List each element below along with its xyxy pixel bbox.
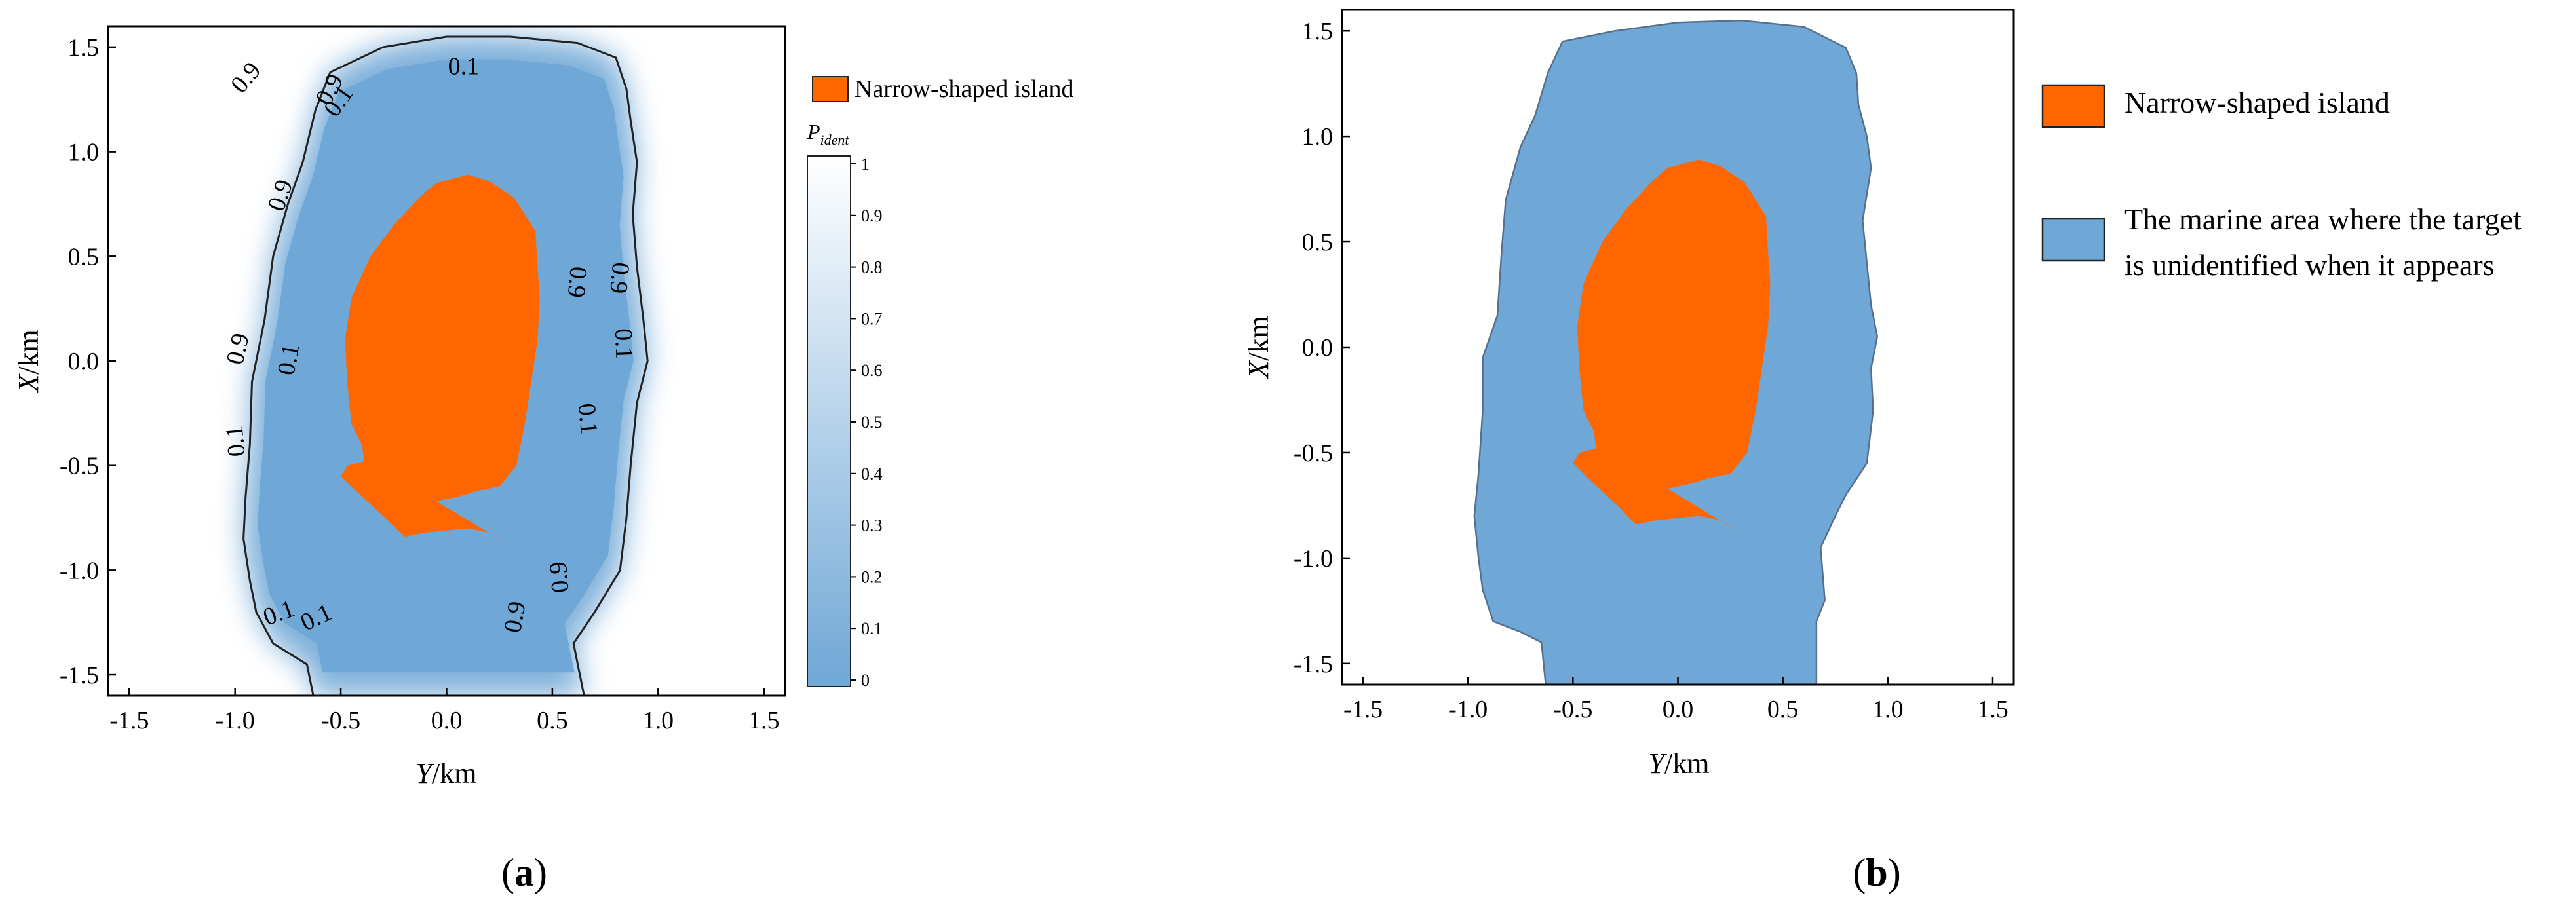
colorbar-tick-label: 0.9 (861, 206, 883, 225)
x-axis-ticks: -1.5 -1.0 -0.5 0.0 0.5 1.0 1.5 (109, 688, 779, 734)
x-tick-label: 1.5 (1977, 696, 2009, 723)
y-tick-label: 1.0 (68, 139, 100, 166)
panel-caption-b: (b) (1853, 851, 1900, 894)
legend-label-marine-line2: is unidentified when it appears (2124, 248, 2495, 282)
x-tick-label: -0.5 (1553, 696, 1592, 723)
panel-b: -1.5 -1.0 -0.5 0.0 0.5 1.0 1.5 1.5 1.0 0.5 0.0 -0.… (1242, 9, 2522, 894)
panel-caption-a: (a) (501, 851, 547, 894)
x-axis-ticks: -1.5 -1.0 -0.5 0.0 0.5 1.0 1.5 (1343, 677, 2009, 723)
contour-label: 0.1 (273, 342, 305, 377)
x-tick-label: -1.0 (1448, 696, 1488, 723)
panel-a: 0.90.10.10.90.9 0.10.10.90.90.10.10.90.90… (12, 25, 1074, 894)
y-axis-ticks: 1.5 1.0 0.5 0.0 -0.5 -1.0 -1.5 (1294, 18, 1350, 678)
x-tick-label: -1.5 (1343, 696, 1383, 723)
y-tick-label: -1.0 (1294, 545, 1333, 573)
colorbar-tick-label: 0 (861, 671, 870, 690)
x-tick-label: 0.0 (431, 707, 463, 734)
colorbar-tick-label: 0.6 (861, 361, 883, 380)
y-tick-label: -0.5 (1294, 440, 1333, 467)
y-tick-label: 1.5 (68, 34, 100, 62)
contour-label: 0.9 (604, 261, 634, 295)
y-tick-label: -1.5 (1294, 651, 1333, 678)
legend-swatch-island (2041, 84, 2105, 128)
y-axis-label: X/km (12, 330, 45, 393)
island-area (341, 174, 540, 550)
legend-swatch-island (812, 76, 849, 102)
y-tick-label: 0.5 (1302, 229, 1334, 256)
legend-label-marine-line1: The marine area where the target (2124, 202, 2522, 236)
y-tick-label: -1.0 (60, 557, 99, 584)
colorbar-tick-label: 0.7 (861, 309, 883, 328)
colorbar-tick-label: 1 (861, 155, 870, 174)
legend-label-island: Narrow-shaped island (2124, 86, 2390, 119)
y-tick-label: 0.5 (68, 243, 100, 271)
x-tick-label: 1.5 (748, 707, 780, 734)
colorbar-tick-label: 0.3 (861, 516, 883, 535)
contour-label: 0.1 (221, 425, 251, 458)
legend-label-island: Narrow-shaped island (855, 75, 1074, 103)
panel-a-plot (108, 26, 785, 696)
y-tick-label: -1.5 (60, 662, 99, 689)
x-tick-label: -0.5 (321, 707, 360, 734)
panel-b-plot (1342, 10, 2014, 685)
colorbar (807, 155, 851, 687)
contour-label: 0.9 (499, 599, 531, 635)
x-tick-label: 1.0 (643, 707, 674, 734)
island-area (1573, 159, 1771, 537)
x-tick-label: -1.5 (109, 707, 149, 734)
y-tick-label: 1.0 (1302, 123, 1334, 151)
contour-label: 0.1 (609, 328, 638, 360)
x-axis-label: Y/km (416, 757, 477, 789)
colorbar-tick-label: 0.1 (861, 619, 883, 638)
colorbar-tick-label: 0.4 (861, 464, 883, 483)
y-tick-label: -0.5 (60, 453, 99, 480)
x-tick-label: 0.5 (537, 707, 568, 734)
legend-swatch-marine (2041, 218, 2105, 262)
contour-label: 0.9 (562, 265, 592, 299)
colorbar-tick-label: 0.8 (861, 258, 883, 277)
x-tick-label: 0.5 (1767, 696, 1799, 723)
contour-label: 0.1 (573, 402, 603, 436)
x-tick-label: 0.0 (1663, 696, 1694, 723)
contour-label: 0.9 (221, 331, 255, 367)
x-tick-label: 1.0 (1872, 696, 1904, 723)
contour-outer-line (242, 35, 649, 696)
x-tick-label: -1.0 (216, 707, 255, 734)
colorbar-ticks: 1 0.9 0.8 0.7 0.6 0.5 0.4 0.3 0.2 0.1 0 (851, 155, 883, 690)
contour-label: 0.9 (545, 561, 575, 594)
y-tick-label: 1.5 (1302, 18, 1334, 45)
y-tick-label: 0.0 (68, 348, 100, 375)
colorbar-tick-label: 0.5 (861, 413, 883, 432)
y-axis-label: X/km (1242, 316, 1275, 379)
y-tick-label: 0.0 (1302, 334, 1334, 362)
x-axis-label: Y/km (1649, 747, 1710, 780)
colorbar-tick-label: 0.2 (861, 567, 883, 586)
y-axis-ticks: 1.5 1.0 0.5 0.0 -0.5 -1.0 -1.5 (60, 34, 116, 689)
contour-label: 0.1 (448, 52, 480, 80)
colorbar-title: Pident (807, 120, 849, 148)
